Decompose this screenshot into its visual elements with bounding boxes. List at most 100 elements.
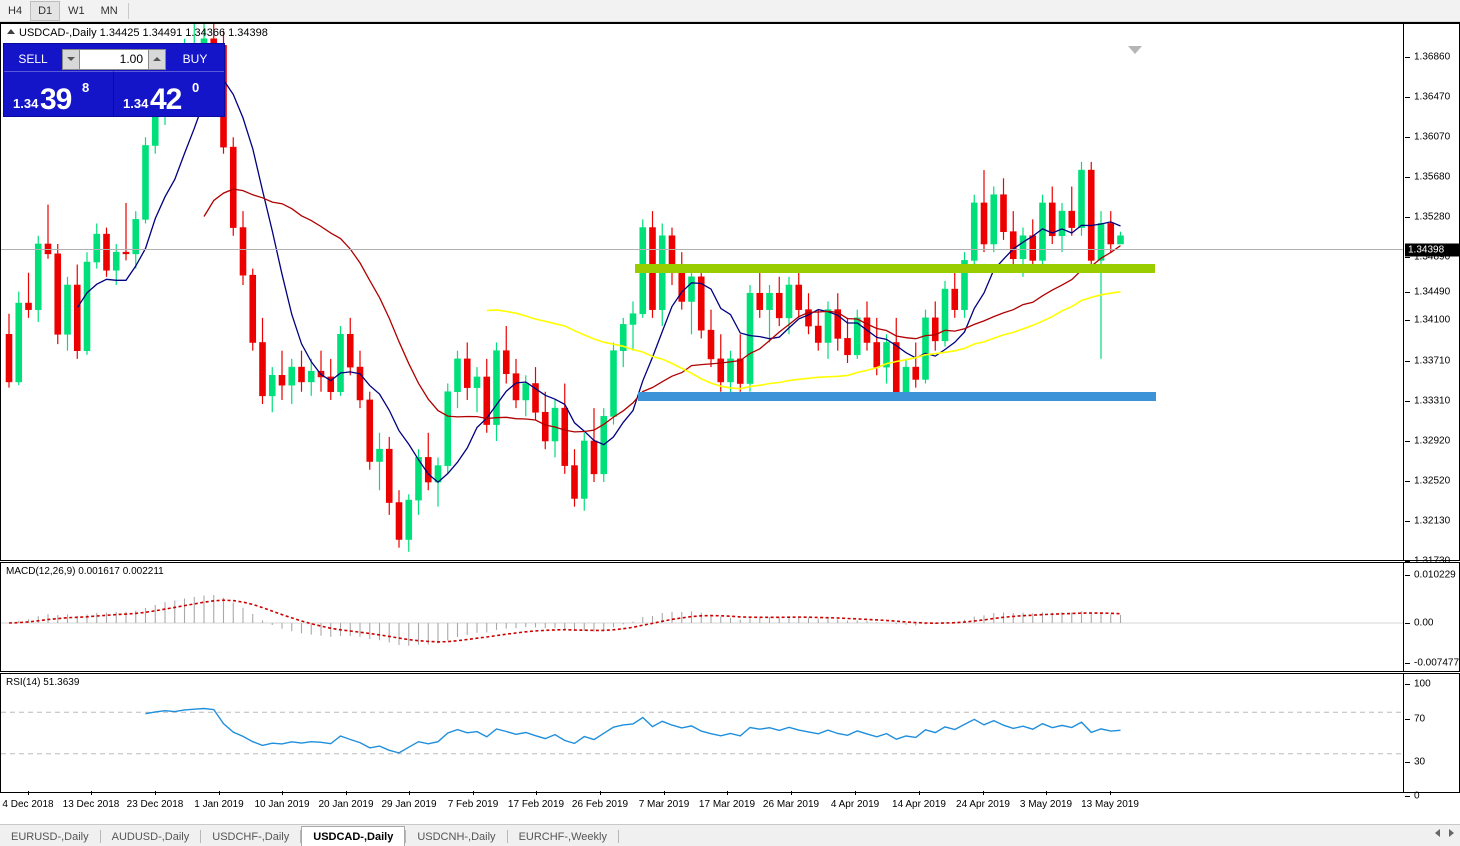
symbol-tab-audusd[interactable]: AUDUSD-,Daily [111, 830, 190, 843]
timeframe-mn[interactable]: MN [93, 1, 126, 21]
symbol-tab-usdchf[interactable]: USDCHF-,Daily [212, 830, 290, 843]
date-axis-tick [409, 791, 410, 795]
buy-button[interactable]: BUY [170, 49, 220, 69]
tab-separator [506, 830, 508, 843]
one-click-trading-panel[interactable]: SELL 1.00 BUY 1.34 39 8 1.34 [3, 43, 225, 117]
price-axis-tick-label: 1.36470 [1414, 91, 1451, 103]
chart-title-text: USDCAD-,Daily 1.34425 1.34491 1.34366 1.… [19, 27, 268, 39]
price-axis-tick-label: 1.34100 [1414, 314, 1451, 326]
macd-axis-tick [1405, 623, 1410, 624]
date-axis-tick [219, 791, 220, 795]
rsi-panel[interactable]: RSI(14) 51.3639 [0, 673, 1404, 793]
candlestick-series [5, 24, 1124, 552]
bid-fraction: 8 [82, 80, 90, 95]
tab-scroll-controls[interactable] [1435, 829, 1454, 837]
symbol-tab-usdcad[interactable]: USDCAD-,Daily [301, 826, 406, 846]
rsi-label: RSI(14) 51.3639 [6, 677, 82, 688]
date-axis-label: 14 Apr 2019 [892, 799, 946, 810]
rsi-axis-tick-label: 100 [1414, 678, 1431, 690]
macd-axis-tick [1405, 575, 1410, 576]
volume-decrement-button[interactable] [62, 48, 80, 70]
price-axis-tick [1405, 481, 1410, 482]
chevron-up-icon [153, 57, 161, 61]
price-axis-tick [1405, 561, 1410, 562]
date-axis-tick [919, 791, 920, 795]
sell-button-label: SELL [18, 52, 48, 66]
price-axis-tick-label: 1.33710 [1414, 355, 1451, 367]
timeframe-d1[interactable]: D1 [30, 0, 61, 21]
date-axis-label: 26 Feb 2019 [571, 799, 629, 810]
price-axis-tick [1405, 137, 1410, 138]
buy-button-label: BUY [182, 52, 208, 66]
macd-axis: 0.010229 0.00 -0.007477 [1404, 562, 1460, 672]
price-axis[interactable]: 1.36860 1.36470 1.36070 1.35680 1.35280 1.348… [1404, 23, 1460, 686]
arrow-right-icon[interactable] [1449, 829, 1454, 837]
volume-stepper[interactable]: 1.00 [62, 48, 166, 70]
support-band[interactable] [638, 392, 1156, 401]
date-axis-label: 10 Jan 2019 [254, 799, 310, 810]
date-axis[interactable]: 4 Dec 2018 13 Dec 2018 23 Dec 2018 1 Jan 20… [0, 791, 1460, 822]
price-axis-tick [1405, 177, 1410, 178]
price-axis-tick-label: 1.36070 [1414, 131, 1451, 143]
timeframe-mn-label: MN [100, 4, 118, 17]
price-chart-panel[interactable]: USDCAD-,Daily 1.34425 1.34491 1.34366 1.… [0, 23, 1404, 561]
symbol-tab-eurusd[interactable]: EURUSD-,Daily [11, 830, 89, 843]
price-axis-tick [1405, 97, 1410, 98]
price-axis-tick [1405, 441, 1410, 442]
date-axis-tick [346, 791, 347, 795]
price-axis-tick [1405, 57, 1410, 58]
volume-increment-button[interactable] [148, 48, 166, 70]
chevron-down-icon [67, 57, 75, 61]
volume-input[interactable]: 1.00 [80, 48, 148, 70]
resistance-band[interactable] [635, 264, 1155, 273]
timeframe-toolbar: H4 D1 W1 MN [0, 0, 1460, 22]
date-axis-label: 29 Jan 2019 [381, 799, 437, 810]
date-axis-label: 23 Dec 2018 [126, 799, 184, 810]
date-axis-label: 13 Dec 2018 [62, 799, 120, 810]
tab-separator [405, 830, 407, 843]
price-axis-tick-label: 1.36860 [1414, 51, 1451, 63]
price-axis-tick-label: 1.32920 [1414, 435, 1451, 447]
quotes-row: 1.34 39 8 1.34 42 0 [4, 71, 224, 116]
timeframe-d1-label: D1 [38, 4, 53, 17]
chevron-down-icon[interactable] [1128, 46, 1142, 54]
timeframe-h4[interactable]: H4 [0, 1, 30, 21]
date-axis-tick [664, 791, 665, 795]
macd-plot-inner [1, 563, 1403, 671]
rsi-plot-inner [1, 674, 1403, 792]
macd-series [1, 595, 1403, 646]
arrow-left-icon[interactable] [1435, 829, 1440, 837]
price-axis-tick-label: 1.32520 [1414, 475, 1451, 487]
date-axis-tick [727, 791, 728, 795]
price-axis-tick-label: 1.33310 [1414, 395, 1451, 407]
date-axis-tick [855, 791, 856, 795]
rsi-axis-tick [1405, 762, 1410, 763]
tab-separator [200, 830, 202, 843]
price-axis-tick [1405, 361, 1410, 362]
macd-axis-tick-label: -0.007477 [1414, 657, 1460, 669]
timeframe-w1[interactable]: W1 [60, 1, 93, 21]
date-axis-tick [473, 791, 474, 795]
sell-button[interactable]: SELL [8, 49, 58, 69]
ask-quote[interactable]: 1.34 42 0 [114, 71, 224, 116]
bid-prefix: 1.34 [13, 96, 39, 111]
price-axis-tick-label: 1.35280 [1414, 211, 1451, 223]
rsi-axis-tick-label: 70 [1414, 713, 1426, 725]
rsi-axis-tick-label: 30 [1414, 756, 1426, 768]
date-axis-label: 24 Apr 2019 [956, 799, 1010, 810]
rsi-axis-tick [1405, 684, 1410, 685]
price-axis-tick-label: 1.35680 [1414, 171, 1451, 183]
macd-panel[interactable]: MACD(12,26,9) 0.001617 0.002211 [0, 562, 1404, 672]
timeframe-h4-label: H4 [8, 4, 23, 17]
price-axis-tick [1405, 320, 1410, 321]
date-axis-tick [536, 791, 537, 795]
symbol-tab-usdcnh[interactable]: USDCNH-,Daily [417, 830, 496, 843]
date-axis-label: 1 Jan 2019 [194, 799, 244, 810]
rsi-axis-tick-label: 0 [1414, 790, 1420, 802]
bid-quote[interactable]: 1.34 39 8 [4, 71, 114, 116]
symbol-tab-eurchf[interactable]: EURCHF-,Weekly [518, 830, 607, 843]
date-axis-tick [600, 791, 601, 795]
date-axis-label: 17 Mar 2019 [698, 799, 756, 810]
rsi-axis: 100 70 30 0 [1404, 673, 1460, 802]
